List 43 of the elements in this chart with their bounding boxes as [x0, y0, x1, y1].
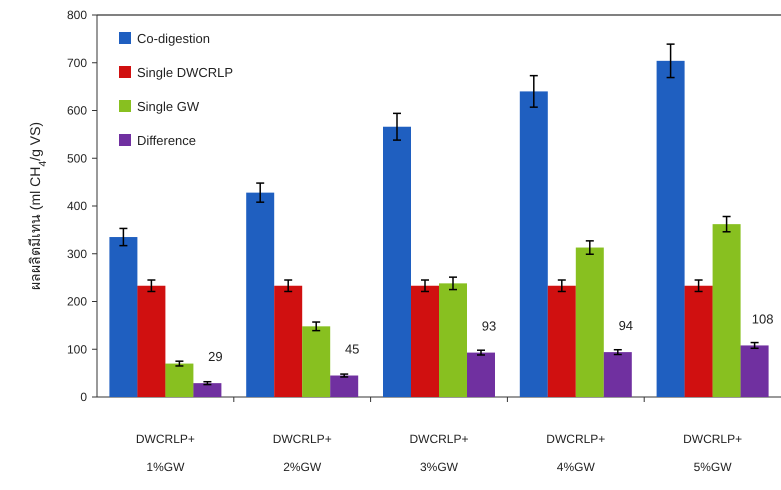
y-tick-label: 500	[66, 151, 88, 166]
legend-label: Difference	[137, 133, 196, 148]
data-label: 108	[752, 311, 774, 326]
bar	[520, 91, 548, 397]
y-tick-label: 600	[66, 104, 88, 118]
bar	[137, 286, 166, 397]
x-tick-label: DWCRLP+ 3%GW	[409, 432, 469, 474]
bar	[604, 352, 632, 397]
y-tick-label: 700	[66, 56, 88, 70]
y-tick-label: 400	[66, 199, 88, 213]
legend-label: Co-digestion	[137, 31, 210, 46]
data-label: 45	[344, 342, 360, 357]
x-tick-label: DWCRLP+ 4%GW	[546, 432, 606, 474]
bar	[193, 383, 222, 397]
bar	[439, 283, 467, 397]
bar	[411, 286, 439, 397]
bar	[656, 60, 685, 397]
bar	[467, 352, 495, 397]
bar	[330, 376, 358, 397]
x-tick-label: DWCRLP+ 5%GW	[683, 432, 742, 474]
data-label: 29	[208, 349, 223, 364]
x-tick-label: DWCRLP+ 1%GW	[136, 432, 195, 474]
bar	[165, 364, 194, 397]
data-label: 93	[482, 318, 496, 334]
bar	[274, 286, 302, 397]
bar	[383, 126, 411, 397]
bar	[246, 192, 274, 397]
bar	[576, 248, 604, 397]
y-tick-label: 0	[80, 390, 88, 404]
legend-label: Single DWCRLP	[137, 65, 234, 80]
bar	[109, 237, 138, 397]
bar	[684, 286, 713, 397]
bar	[740, 345, 769, 397]
legend-label: Single GW	[137, 99, 200, 114]
bar	[712, 224, 741, 397]
y-tick-label: 100	[66, 342, 88, 356]
y-tick-label: 800	[66, 8, 88, 22]
bar	[302, 326, 330, 397]
data-label: 94	[618, 318, 634, 334]
y-tick-label: 200	[66, 294, 88, 308]
bar	[548, 286, 576, 397]
y-tick-label: 300	[66, 246, 88, 261]
x-tick-label: DWCRLP+ 2%GW	[272, 432, 332, 474]
